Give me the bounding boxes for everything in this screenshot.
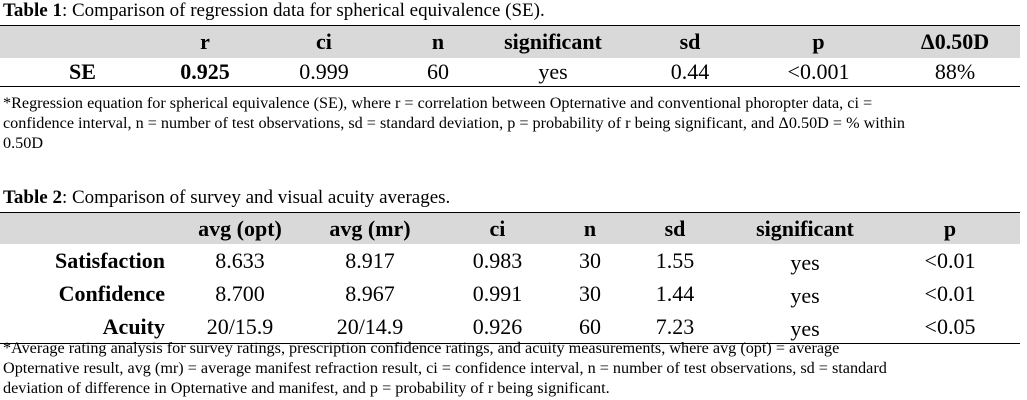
footnote-line: *Regression equation for spherical equiv… <box>3 94 873 112</box>
table1-header-sd: sd <box>633 25 747 58</box>
cell-ci: 0.991 <box>472 280 523 306</box>
cell-avg-opt: 20/15.9 <box>206 313 274 339</box>
table1-caption: Table 1: Comparison of regression data f… <box>3 1 545 21</box>
cell-r: 0.925 <box>180 59 230 84</box>
cell-avg-opt: 8.700 <box>215 280 265 306</box>
table2-header-avg-mr: avg (mr) <box>305 212 435 244</box>
cell-delta: 88% <box>934 59 976 84</box>
cell-sd: 0.44 <box>670 59 710 84</box>
table2-footnote: *Average rating analysis for survey rati… <box>3 338 1025 398</box>
table2-caption: Table 2: Comparison of survey and visual… <box>3 188 450 208</box>
table2-header-row: avg (opt) avg (mr) ci n sd significant p <box>0 212 1020 244</box>
table1-header-blank <box>0 25 165 58</box>
cell-n: 60 <box>579 313 601 339</box>
cell-n: 30 <box>579 280 601 306</box>
cell-ci: 0.983 <box>472 247 523 273</box>
table2-header-blank <box>0 212 175 244</box>
table2-header-n: n <box>560 212 620 244</box>
cell-n: 60 <box>427 59 449 84</box>
cell-n: 30 <box>579 247 601 273</box>
table2-header-ci: ci <box>435 212 560 244</box>
cell-sd: 7.23 <box>655 313 695 339</box>
row-label: Confidence <box>58 280 165 306</box>
table2-header-sd: sd <box>620 212 730 244</box>
footnote-line: deviation of difference in Opternative a… <box>3 379 610 397</box>
table2: avg (opt) avg (mr) ci n sd significant p… <box>0 212 1020 344</box>
table1: r ci n significant sd p Δ0.50D SE 0.925 … <box>0 25 1020 87</box>
cell-significant: yes <box>538 59 568 84</box>
table2-caption-label: Table 2 <box>3 187 62 208</box>
table1-header-row: r ci n significant sd p Δ0.50D <box>0 25 1020 58</box>
cell-avg-mr: 20/14.9 <box>336 313 404 339</box>
table-row: Confidence 8.700 8.967 0.991 30 1.44 yes… <box>0 277 1020 310</box>
cell-ci: 0.926 <box>472 313 523 339</box>
footnote-line: Opternative result, avg (mr) = average m… <box>3 359 887 377</box>
cell-p: <0.01 <box>924 247 976 273</box>
cell-sd: 1.44 <box>655 280 695 306</box>
cell-p: <0.001 <box>787 59 850 84</box>
table2-header-significant: significant <box>730 212 880 244</box>
row-label: SE <box>69 59 96 84</box>
cell-significant: yes <box>790 282 820 308</box>
table-row: Satisfaction 8.633 8.917 0.983 30 1.55 y… <box>0 244 1020 277</box>
table1-caption-label: Table 1 <box>3 0 62 21</box>
table2-caption-text: : Comparison of survey and visual acuity… <box>61 187 451 208</box>
table1-header-n: n <box>403 25 473 58</box>
cell-significant: yes <box>790 249 820 275</box>
row-label: Acuity <box>102 313 165 339</box>
table1-header-r: r <box>165 25 245 58</box>
cell-significant: yes <box>790 315 820 341</box>
cell-avg-opt: 8.633 <box>215 247 265 273</box>
footnote-line: 0.50D <box>3 134 44 152</box>
cell-p: <0.01 <box>924 280 976 306</box>
cell-avg-mr: 8.967 <box>345 280 395 306</box>
table1-header-p: p <box>747 25 890 58</box>
cell-sd: 1.55 <box>655 247 695 273</box>
table1-caption-text: : Comparison of regression data for sphe… <box>61 0 545 21</box>
cell-ci: 0.999 <box>299 59 349 84</box>
table-row: SE 0.925 0.999 60 yes 0.44 <0.001 88% <box>0 58 1020 87</box>
footnote-line: confidence interval, n = number of test … <box>3 114 905 132</box>
table1-footnote: *Regression equation for spherical equiv… <box>3 93 1025 153</box>
table1-header-ci: ci <box>245 25 403 58</box>
row-label: Satisfaction <box>55 247 165 273</box>
table-row: Acuity 20/15.9 20/14.9 0.926 60 7.23 yes… <box>0 310 1020 344</box>
cell-avg-mr: 8.917 <box>345 247 395 273</box>
cell-p: <0.05 <box>924 313 976 339</box>
table1-header-significant: significant <box>473 25 633 58</box>
table2-header-p: p <box>880 212 1020 244</box>
table2-header-avg-opt: avg (opt) <box>175 212 305 244</box>
footnote-line: *Average rating analysis for survey rati… <box>3 339 840 357</box>
table1-header-delta: Δ0.50D <box>890 25 1020 58</box>
